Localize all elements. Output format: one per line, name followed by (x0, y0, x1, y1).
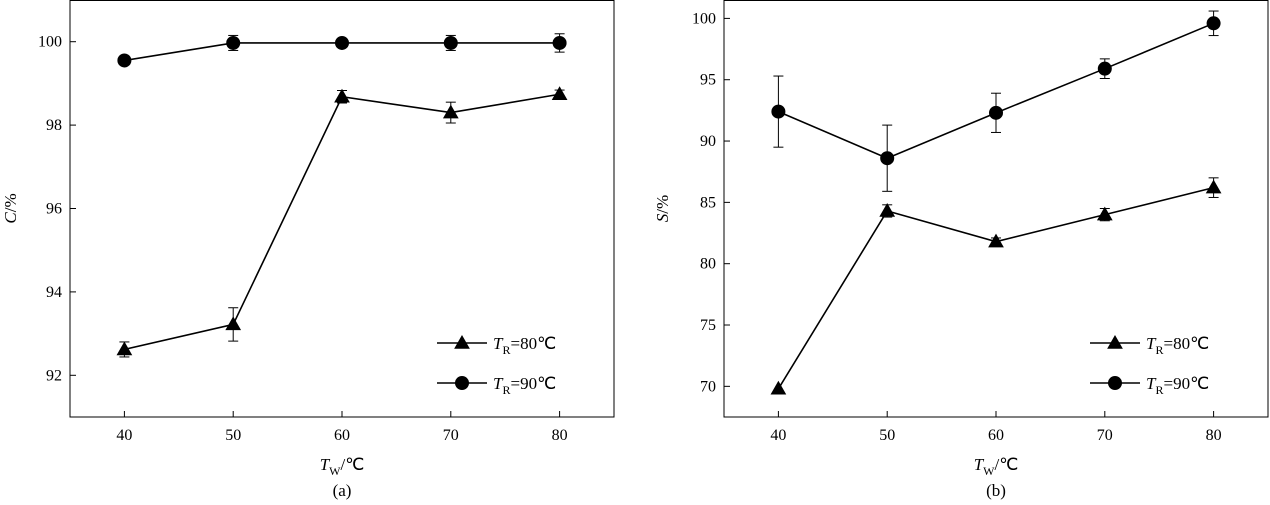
y-axis-title: C/% (1, 193, 20, 223)
y-axis-title: S/% (653, 195, 672, 222)
legend-label: TR=80℃ (493, 334, 556, 357)
y-tick-label: 100 (692, 10, 716, 27)
y-tick-label: 80 (700, 256, 716, 273)
data-point (116, 341, 133, 356)
data-point (335, 35, 349, 50)
data-point (117, 53, 132, 68)
data-point (770, 380, 787, 395)
x-tick-label: 40 (770, 427, 786, 444)
y-tick-label: 95 (700, 72, 716, 89)
y-tick-label: 85 (700, 194, 716, 211)
data-point (552, 35, 567, 50)
y-tick-label: 90 (700, 133, 716, 150)
series-tr-90 (117, 33, 567, 68)
series-tr-90 (771, 10, 1221, 192)
legend-item: TR=80℃ (1090, 334, 1209, 357)
panel-label: (b) (986, 481, 1006, 500)
x-tick-label: 60 (988, 427, 1004, 444)
y-tick-label: 92 (46, 367, 62, 384)
series-line (777, 186, 1214, 390)
series-line (124, 93, 560, 351)
legend-marker (1107, 334, 1123, 349)
legend: TR=80℃ TR=90℃ (1090, 334, 1209, 397)
series-line (778, 22, 1214, 160)
data-point (988, 233, 1004, 248)
chart-panel-b: 40 50 60 70 80 70 75 80 85 90 95 100 S/% TW/℃ (b) TR=80… (653, 0, 1269, 500)
data-point (226, 35, 241, 50)
y-tick-label: 70 (700, 378, 716, 395)
x-tick-label: 40 (116, 427, 132, 444)
x-tick-label: 80 (1206, 427, 1222, 444)
data-point (1206, 16, 1221, 31)
legend-marker (1108, 376, 1122, 390)
legend-label: TR=90℃ (493, 374, 556, 397)
data-point (1097, 61, 1112, 76)
data-point (442, 104, 459, 119)
series-tr-80 (770, 177, 1222, 395)
legend-marker (455, 376, 469, 390)
y-tick-label: 75 (700, 317, 716, 334)
legend: TR=80℃ TR=90℃ (437, 334, 556, 397)
series-tr-80 (116, 86, 568, 358)
data-point (334, 88, 350, 103)
x-tick-label: 60 (334, 427, 350, 444)
x-tick-label: 50 (225, 427, 241, 444)
x-tick-label: 70 (443, 427, 459, 444)
y-tick-label: 96 (46, 201, 62, 218)
y-tick-label: 100 (38, 34, 62, 51)
chart-panel-a: 40 50 60 70 8092949698100C/%TW/℃(a)TR=80℃TR=… (1, 0, 615, 500)
legend-label: TR=90℃ (1146, 374, 1209, 397)
y-tick-label: 98 (46, 117, 62, 134)
data-point (551, 86, 568, 100)
y-tick-label: 94 (46, 284, 62, 301)
data-point (880, 151, 895, 166)
data-point (443, 35, 458, 50)
legend-item: TR=80℃ (437, 334, 556, 357)
legend-marker (454, 334, 470, 349)
data-point (1205, 179, 1222, 194)
legend-item: TR=90℃ (1090, 374, 1209, 397)
data-point (771, 104, 786, 119)
plot-frame (723, 0, 1269, 418)
x-axis-title: TW/℃ (974, 455, 1019, 478)
data-point (989, 105, 1003, 120)
x-axis-title: TW/℃ (320, 455, 365, 478)
data-point (225, 316, 242, 331)
data-point (1096, 206, 1113, 221)
data-point (879, 202, 896, 217)
plot-frame (69, 0, 615, 418)
legend-item: TR=90℃ (437, 374, 556, 397)
x-tick-label: 70 (1097, 427, 1113, 444)
panel-label: (a) (333, 481, 352, 500)
legend-label: TR=80℃ (1146, 334, 1209, 357)
x-tick-label: 80 (552, 427, 568, 444)
x-tick-label: 50 (879, 427, 895, 444)
